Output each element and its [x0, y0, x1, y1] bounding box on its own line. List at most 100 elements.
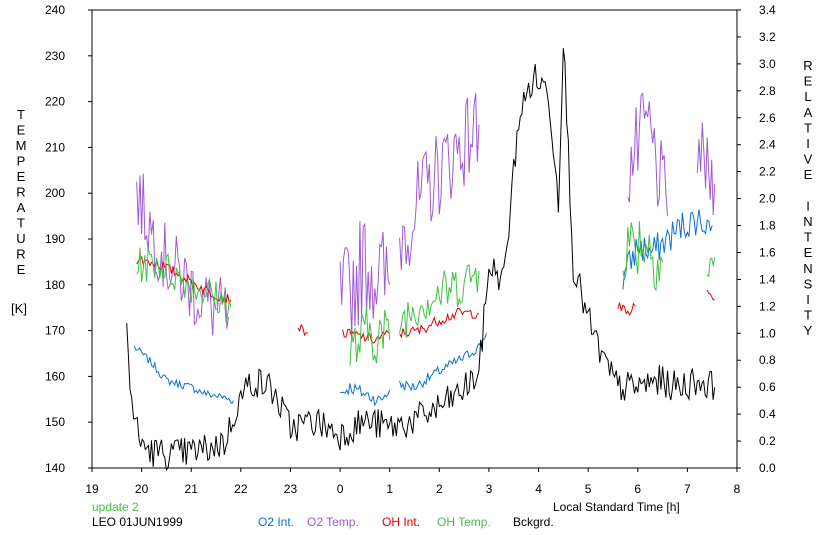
o2_temp-line	[399, 93, 480, 271]
right-axis-title-letter: I	[806, 136, 810, 151]
x-tick-label: 22	[234, 482, 248, 496]
left-tick-label: 160	[45, 369, 65, 383]
left-tick-label: 180	[45, 278, 65, 292]
left-axis-title-letter: U	[16, 231, 25, 246]
right-tick-label: 0.4	[759, 407, 776, 421]
right-tick-label: 2.2	[759, 165, 776, 179]
left-axis-title-letter: R	[16, 185, 25, 200]
oh_temp-line	[349, 306, 391, 366]
x-tick-label: 20	[135, 482, 149, 496]
left-tick-label: 150	[45, 415, 65, 429]
left-axis-title-letter: T	[17, 107, 25, 122]
o2_temp-line	[136, 173, 229, 336]
right-axis-title-letter: T	[804, 308, 812, 323]
right-tick-label: 2.0	[759, 192, 776, 206]
left-tick-label: 190	[45, 232, 65, 246]
right-tick-label: 3.2	[759, 30, 776, 44]
x-tick-label: 0	[337, 482, 344, 496]
o2_int-line	[133, 345, 234, 405]
left-axis-title-letter: E	[17, 169, 26, 184]
o2_int-line	[399, 333, 487, 392]
left-axis-title-letter: R	[16, 247, 25, 262]
right-axis: 0.0 0.2 0.4 0.6 0.8 1.0 1.2 1.4 1.6 1.8 2.0 2.2 2.4 2…	[737, 3, 776, 475]
right-tick-label: 2.6	[759, 111, 776, 125]
x-tick-label: 2	[436, 482, 443, 496]
right-axis-title-letter: R	[803, 58, 812, 73]
legend-bckgrd: Bckgrd.	[513, 515, 554, 529]
x-tick-label: 6	[634, 482, 641, 496]
oh_temp-line	[622, 221, 664, 292]
x-tick-label: 4	[535, 482, 542, 496]
right-tick-label: 0.2	[759, 434, 776, 448]
right-tick-label: 1.8	[759, 219, 776, 233]
x-tick-label: 19	[85, 482, 99, 496]
right-axis-title-letter: I	[806, 198, 810, 213]
right-axis-title-letter: N	[803, 261, 812, 276]
right-axis-title-letter: N	[803, 214, 812, 229]
x-tick-label: 21	[185, 482, 199, 496]
o2_temp-line	[339, 221, 391, 338]
left-tick-label: 200	[45, 186, 65, 200]
x-tick-label: 8	[734, 482, 741, 496]
update-note: update 2	[92, 500, 139, 514]
right-tick-label: 2.8	[759, 84, 776, 98]
bckgrd-line	[126, 48, 716, 472]
station-date: LEO 01JUN1999	[92, 515, 183, 529]
legend: O2 Int. O2 Temp. OH Int. OH Temp. Bckgrd.	[258, 515, 554, 529]
legend-oh_int: OH Int.	[382, 515, 420, 529]
left-tick-label: 210	[45, 140, 65, 154]
right-axis-title-letter: A	[804, 105, 813, 120]
left-axis: 140 150 160 170 180 190 200 210 220 230 240	[45, 3, 92, 475]
left-axis-title-letter: E	[17, 262, 26, 277]
left-tick-label: 140	[45, 461, 65, 475]
right-tick-label: 0.0	[759, 461, 776, 475]
oh_int-line	[399, 307, 480, 339]
o2_int-line	[622, 209, 713, 290]
left-axis-title-letter: A	[17, 200, 26, 215]
right-axis-title-letter: S	[804, 276, 813, 291]
right-axis-title-letter: E	[804, 74, 813, 89]
x-axis-title: Local Standard Time [h]	[553, 500, 680, 514]
oh_temp-line	[399, 264, 480, 339]
right-axis-title-letter: L	[804, 89, 811, 104]
right-tick-label: 1.4	[759, 272, 776, 286]
right-tick-label: 1.2	[759, 299, 776, 313]
left-axis-unit: [K]	[11, 301, 27, 316]
oh_temp-line	[136, 247, 232, 323]
o2_temp-line	[627, 92, 668, 217]
right-axis-title-letter: E	[804, 245, 813, 260]
right-tick-label: 1.0	[759, 326, 776, 340]
left-axis-title-letter: M	[16, 138, 27, 153]
left-axis-title-letter: E	[17, 123, 26, 138]
legend-oh_temp: OH Temp.	[437, 515, 491, 529]
o2_temp-line	[696, 122, 716, 216]
x-tick-label: 1	[386, 482, 393, 496]
right-tick-label: 1.6	[759, 245, 776, 259]
x-tick-label: 23	[284, 482, 298, 496]
x-tick-label: 3	[486, 482, 493, 496]
right-tick-label: 0.6	[759, 380, 776, 394]
right-axis-title-letter: T	[804, 230, 812, 245]
left-axis-title-letter: T	[17, 216, 25, 231]
left-tick-label: 230	[45, 49, 65, 63]
x-tick-label: 7	[684, 482, 691, 496]
right-axis-title-letter: V	[804, 152, 813, 167]
legend-o2_int: O2 Int.	[258, 515, 294, 529]
oh_int-line	[706, 289, 715, 301]
right-tick-label: 3.0	[759, 57, 776, 71]
x-axis: 19 20 21 22 23 0 1 2 3 4 5 6 7 8	[85, 468, 741, 496]
oh_int-line	[297, 323, 309, 337]
right-axis-title-letter: Y	[804, 323, 813, 338]
right-axis-title-letter: T	[804, 120, 812, 135]
right-axis-title-letter: I	[806, 292, 810, 307]
o2_int-line	[340, 382, 391, 407]
right-tick-label: 3.4	[759, 3, 776, 17]
left-tick-label: 170	[45, 324, 65, 338]
right-tick-label: 2.4	[759, 138, 776, 152]
oh_temp-line	[706, 257, 716, 278]
left-axis-title-letter: P	[17, 154, 26, 169]
legend-o2_temp: O2 Temp.	[307, 515, 359, 529]
right-axis-title-letter: E	[804, 167, 813, 182]
